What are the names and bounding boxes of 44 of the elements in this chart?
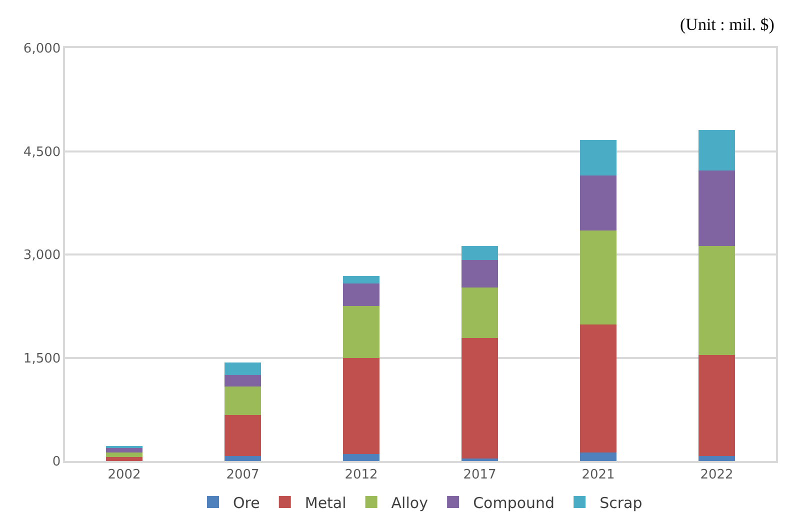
bar (461, 458, 498, 461)
bar (461, 288, 498, 338)
bar (342, 283, 380, 306)
x-tick-label: 2002 (108, 467, 141, 482)
x-tick-label: 2012 (344, 467, 378, 482)
bar (224, 456, 262, 461)
y-tick-label: 0 (52, 454, 61, 470)
bar (580, 140, 617, 176)
y-tick-label: 1,500 (23, 351, 61, 366)
bar (698, 246, 736, 355)
bar (698, 170, 736, 246)
legend-label: Compound (473, 494, 555, 512)
bar (580, 324, 617, 453)
bar (224, 374, 262, 387)
bar (342, 454, 380, 461)
legend-label: Ore (233, 494, 260, 512)
bar (224, 362, 262, 375)
bar (106, 456, 143, 461)
bar (342, 358, 380, 454)
bar (461, 260, 498, 288)
y-tick-label: 6,000 (23, 42, 61, 57)
bar (461, 246, 498, 260)
bar (224, 386, 262, 415)
legend-label: Metal (304, 494, 346, 512)
x-tick-label: 2017 (463, 467, 496, 482)
bar (342, 276, 380, 284)
x-tick-label: 2022 (700, 467, 734, 482)
bar (698, 130, 736, 171)
bar (224, 414, 262, 456)
x-tick-label: 2007 (226, 467, 260, 482)
bar (342, 306, 380, 358)
legend-label: Scrap (600, 494, 642, 512)
y-tick-label: 4,500 (23, 144, 61, 160)
text: (Unit : mil. $) (680, 15, 774, 34)
bar (106, 452, 143, 457)
bar (698, 355, 736, 456)
x-tick-label: 2021 (582, 467, 615, 482)
bar (580, 452, 617, 461)
legend-label: Alloy (391, 494, 428, 512)
bar (461, 338, 498, 458)
bar (580, 230, 617, 325)
bar (580, 175, 617, 230)
bar (698, 456, 736, 461)
y-tick-label: 3,000 (23, 248, 61, 264)
